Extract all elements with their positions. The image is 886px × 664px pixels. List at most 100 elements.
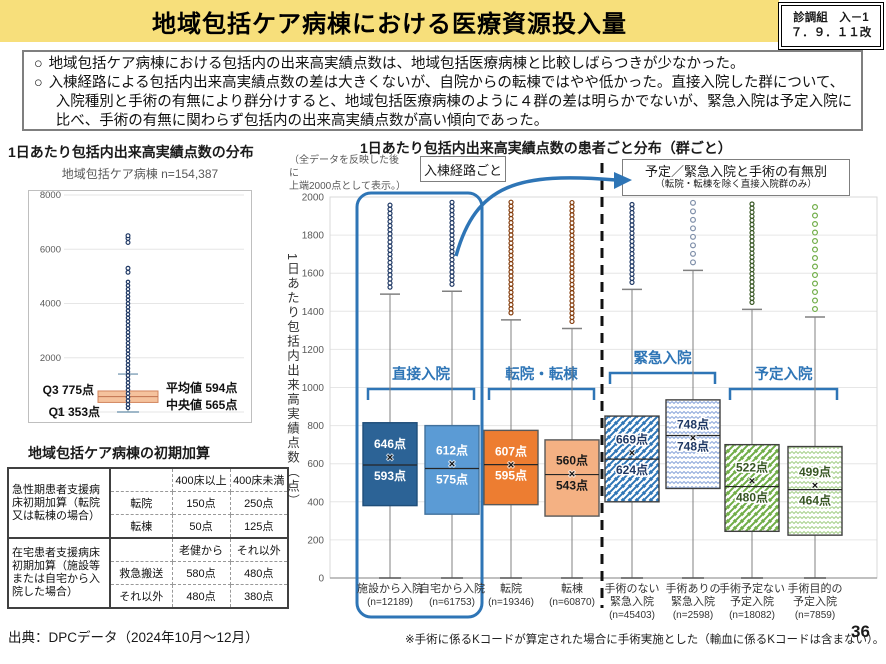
- title-band: 地域包括ケア病棟における医療資源投入量: [0, 0, 779, 42]
- svg-text:予定入院: 予定入院: [755, 365, 813, 383]
- document-stamp: 診調組 入－1 ７．９．１１改: [778, 2, 884, 50]
- svg-text:×: ×: [508, 459, 514, 471]
- right-chart-title: 1日あたり包括内出来高実績点数の患者ごと分布（群ごと）: [360, 140, 732, 156]
- svg-text:×: ×: [449, 458, 455, 470]
- svg-text:施設から入院: 施設から入院: [357, 581, 423, 595]
- svg-text:748点: 748点: [677, 439, 709, 454]
- svg-text:1800: 1800: [302, 231, 325, 242]
- table-cell: それ以外: [109, 584, 173, 609]
- svg-text:6000: 6000: [40, 244, 61, 255]
- table-row: 急性期患者支援病床初期加算（転院又は転棟の場合） 400床以上 400床未満: [7, 467, 289, 539]
- svg-text:8000: 8000: [40, 190, 61, 201]
- svg-text:転院・転棟: 転院・転棟: [505, 365, 578, 383]
- svg-text:手術ありの: 手術ありの: [666, 581, 721, 595]
- svg-text:緊急入院: 緊急入院: [671, 594, 715, 608]
- svg-text:×: ×: [629, 448, 635, 460]
- table-cell: 転棟: [109, 514, 173, 539]
- svg-text:543点: 543点: [556, 478, 588, 493]
- svg-text:緊急入院: 緊急入院: [634, 349, 692, 367]
- table-row: 転院 150点 250点: [8, 491, 289, 515]
- svg-text:1400: 1400: [302, 307, 325, 318]
- right-chart-note: （全データを反映した後に 上端2000点として表示。）: [289, 154, 406, 193]
- svg-text:646点: 646点: [374, 436, 406, 451]
- table-cell: 380点: [229, 584, 289, 609]
- summary-box: ○ 地域包括ケア病棟における包括内の出来高実績点数は、地域包括医療病棟と比較しばら…: [22, 50, 863, 131]
- table-cell: 救急搬送: [109, 561, 173, 585]
- svg-text:×: ×: [387, 452, 393, 464]
- table-cell: 転院: [109, 491, 173, 515]
- bullet-text: 地域包括ケア病棟における包括内の出来高実績点数は、地域包括医療病棟と比較しばらつ…: [48, 56, 745, 72]
- svg-text:(n=7859): (n=7859): [795, 610, 835, 621]
- svg-text:400: 400: [307, 497, 324, 508]
- bullet-marker: ○: [34, 56, 43, 72]
- svg-text:Q1 353点: Q1 353点: [49, 404, 100, 419]
- table-cell: 480点: [171, 584, 231, 609]
- svg-text:607点: 607点: [495, 443, 527, 458]
- admission-route-label-box: 入棟経路ごと: [420, 156, 506, 182]
- svg-text:×: ×: [690, 433, 696, 445]
- left-chart-subtitle: 地域包括ケア病棟 n=154,387: [61, 167, 219, 181]
- planned-emergency-label-box: 予定／緊急入院と手術の有無別 （転院・転棟を除く直接入院群のみ）: [622, 159, 850, 196]
- svg-text:×: ×: [569, 468, 575, 480]
- table-title: 地域包括ケア病棟の初期加算: [28, 445, 210, 461]
- surgery-kcode-footnote: ※手術に係るKコードが算定された場合に手術実施とした（輸血に係るKコードは含まな…: [405, 634, 885, 646]
- table-row: 在宅患者支援病床初期加算（施設等または自宅から入院した場合） 老健から それ以外: [7, 537, 289, 609]
- table-rowgroup-header: 急性期患者支援病床初期加算（転院又は転棟の場合）: [7, 467, 111, 539]
- svg-text:緊急入院: 緊急入院: [610, 594, 654, 608]
- svg-text:748点: 748点: [677, 417, 709, 432]
- svg-text:560点: 560点: [556, 452, 588, 467]
- stamp-line2: ７．９．１１改: [790, 27, 872, 39]
- svg-text:612点: 612点: [436, 442, 468, 457]
- svg-text:×: ×: [812, 480, 818, 492]
- svg-text:499点: 499点: [799, 464, 831, 479]
- table-cell: 150点: [171, 491, 231, 515]
- table-cell: 50点: [171, 514, 231, 539]
- table-row: 救急搬送 580点 480点: [8, 561, 289, 585]
- svg-text:480点: 480点: [736, 490, 768, 505]
- annotation-arrow: [454, 176, 617, 257]
- svg-text:600: 600: [307, 459, 324, 470]
- page-title: 地域包括ケア病棟における医療資源投入量: [152, 10, 627, 38]
- initial-addition-table: 急性期患者支援病床初期加算（転院又は転棟の場合） 400床以上 400床未満 転…: [7, 467, 289, 609]
- svg-text:(n=45403): (n=45403): [609, 610, 655, 621]
- left-boxplot-chart: 0 2000 4000 6000 8000 Q3 775点 Q1 353点 平均値 594点中…: [28, 190, 252, 423]
- svg-text:0: 0: [318, 574, 324, 585]
- svg-text:522点: 522点: [736, 460, 768, 475]
- table-cell: 580点: [171, 561, 231, 585]
- right-chart-y-axis-label: 1日あたり包括内出来高実績点数（点）: [285, 253, 299, 509]
- svg-text:×: ×: [749, 476, 755, 488]
- page-number: 36: [851, 622, 870, 641]
- svg-text:手術目的の: 手術目的の: [788, 581, 843, 595]
- table-row: それ以外 480点 380点: [8, 584, 289, 609]
- svg-text:1600: 1600: [302, 269, 325, 280]
- svg-text:464点: 464点: [799, 493, 831, 508]
- svg-text:(n=12189): (n=12189): [367, 597, 413, 608]
- svg-text:575点: 575点: [436, 471, 468, 486]
- svg-text:593点: 593点: [374, 468, 406, 483]
- table-col-header: 老健から: [171, 537, 231, 562]
- annotation-arrowhead: [614, 172, 632, 189]
- svg-text:予定入院: 予定入院: [730, 594, 774, 608]
- svg-text:Q3 775点: Q3 775点: [43, 382, 94, 397]
- svg-text:(n=61753): (n=61753): [429, 597, 475, 608]
- bullet-text: 入棟経路による包括内出来高実績点数の差は大きくないが、自院からの転棟ではやや低か…: [48, 75, 853, 129]
- svg-text:1200: 1200: [302, 345, 325, 356]
- svg-text:手術のない: 手術のない: [605, 581, 660, 595]
- table-cell: [109, 467, 173, 492]
- table-cell: 480点: [229, 561, 289, 585]
- svg-text:800: 800: [307, 421, 324, 432]
- label-box2-line2: （転院・転棟を除く直接入院群のみ）: [655, 178, 817, 190]
- bullet-marker: ○: [34, 75, 43, 91]
- svg-text:200: 200: [307, 535, 324, 546]
- svg-text:0: 0: [56, 407, 61, 418]
- table-cell: [109, 537, 173, 562]
